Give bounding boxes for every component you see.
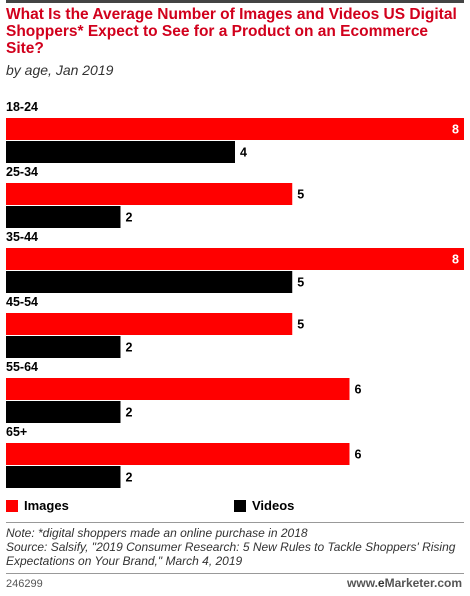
legend-label-videos: Videos: [252, 498, 295, 513]
legend: Images Videos: [6, 498, 464, 516]
bar-images-18-24: [6, 118, 464, 140]
category-label-35-44: 35-44: [6, 230, 38, 244]
value-label-images-18-24: 8: [452, 123, 459, 137]
category-label-65+: 65+: [6, 425, 27, 439]
bar-images-25-34: [6, 183, 293, 205]
source-note: Source: Salsify, "2019 Consumer Research…: [6, 540, 456, 568]
bar-videos-35-44: [6, 271, 293, 293]
bar-videos-45-54: [6, 336, 121, 358]
bar-videos-25-34: [6, 206, 121, 228]
brand-suffix: .com: [433, 576, 462, 590]
chart-id: 246299: [6, 578, 43, 590]
bar-videos-18-24: [6, 141, 235, 163]
value-label-images-35-44: 8: [452, 253, 459, 267]
value-label-videos-35-44: 5: [297, 276, 304, 290]
chart-subtitle: by age, Jan 2019: [6, 62, 114, 78]
category-label-45-54: 45-54: [6, 295, 38, 309]
value-label-videos-25-34: 2: [126, 211, 133, 225]
value-label-videos-65+: 2: [126, 471, 133, 485]
legend-label-images: Images: [24, 498, 69, 513]
bar-images-35-44: [6, 248, 464, 270]
brand-name: Marketer: [384, 576, 434, 590]
chart-title: What Is the Average Number of Images and…: [6, 6, 457, 57]
legend-item-images: Images: [6, 498, 69, 513]
value-label-images-25-34: 5: [297, 188, 304, 202]
bar-images-65+: [6, 443, 350, 465]
bar-images-55-64: [6, 378, 350, 400]
bar-videos-65+: [6, 466, 121, 488]
footnote: Note: *digital shoppers made an online p…: [6, 526, 308, 540]
footer-notes: Note: *digital shoppers made an online p…: [6, 526, 464, 568]
value-label-images-55-64: 6: [355, 383, 362, 397]
brand-prefix: www.: [347, 576, 378, 590]
value-label-videos-45-54: 2: [126, 341, 133, 355]
brand-e: e: [377, 576, 385, 590]
category-label-25-34: 25-34: [6, 165, 38, 179]
footer-divider: [6, 522, 464, 523]
value-label-videos-18-24: 4: [240, 146, 247, 160]
category-label-55-64: 55-64: [6, 360, 38, 374]
value-label-images-45-54: 5: [297, 318, 304, 332]
top-rule: [6, 0, 464, 3]
bar-chart: 18-24 8 4 25-34 5 2 35-44 8 5 45-54 5 2 55-64 6 2 65+ 6 2: [6, 100, 464, 488]
legend-swatch-videos: [234, 499, 246, 512]
legend-swatch-images: [6, 499, 18, 512]
bar-images-45-54: [6, 313, 293, 335]
value-label-images-65+: 6: [355, 448, 362, 462]
value-label-videos-55-64: 2: [126, 406, 133, 420]
footer-divider-bottom: [6, 573, 464, 574]
category-label-18-24: 18-24: [6, 100, 38, 114]
brand-logo: www.eMarketer.com: [347, 576, 462, 590]
legend-item-videos: Videos: [234, 498, 294, 513]
bar-videos-55-64: [6, 401, 121, 423]
